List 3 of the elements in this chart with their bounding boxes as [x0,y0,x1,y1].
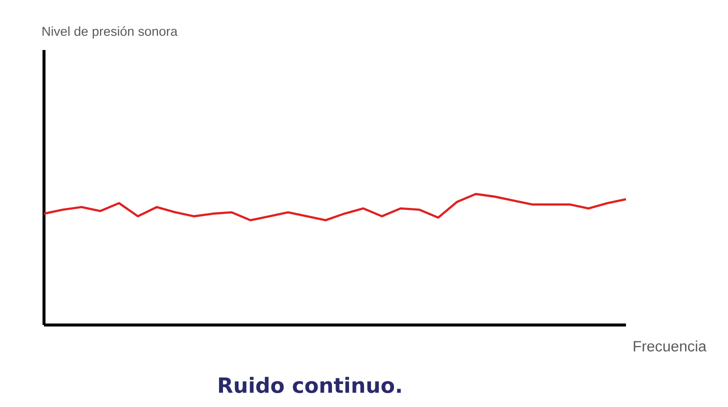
text: Ruido continuo. [219,376,401,394]
text: Nivel de presión sonora [42,26,178,38]
x-axis-title: Frecuencia [634,340,706,352]
